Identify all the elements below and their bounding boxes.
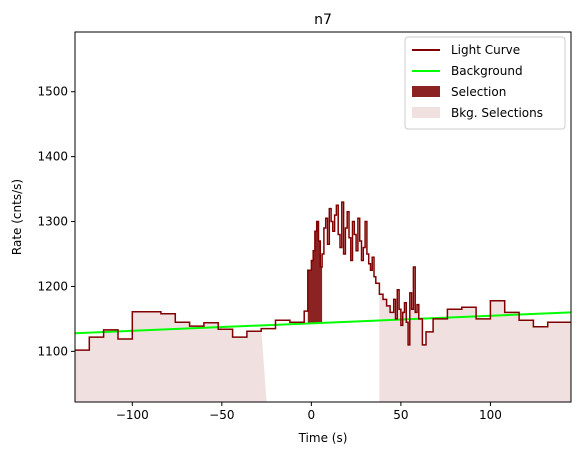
x-tick-label: 0 xyxy=(308,408,316,422)
x-tick-label: −50 xyxy=(209,408,234,422)
legend-label-1: Background xyxy=(451,64,523,78)
bkg-selection-region-0 xyxy=(75,311,267,402)
axes-frame xyxy=(74,31,572,403)
y-tick-label: 1200 xyxy=(37,279,68,293)
tick-group: −100 −50 0 50 100 1100 1200 1300 1400 1500 xyxy=(37,85,501,422)
x-tick-label: 100 xyxy=(479,408,502,422)
y-tick-label: 1400 xyxy=(37,150,68,164)
chart-title: n7 xyxy=(314,12,332,28)
y-tick-label: 1500 xyxy=(37,85,68,99)
x-axis-label: Time (s) xyxy=(298,431,348,445)
legend-label-2: Selection xyxy=(451,85,506,99)
y-axis-label: Rate (cnts/s) xyxy=(10,179,24,255)
legend-frame xyxy=(404,36,566,130)
bkg-selection-region-1 xyxy=(379,266,571,402)
legend: Light Curve Background Selection Bkg. Selec… xyxy=(404,36,566,130)
light-curve-line xyxy=(75,201,571,351)
legend-swatch-2 xyxy=(412,86,440,97)
legend-label-3: Bkg. Selections xyxy=(451,106,543,120)
x-tick-label: 50 xyxy=(393,408,408,422)
legend-label-0: Light Curve xyxy=(451,43,520,57)
x-tick-label: −100 xyxy=(116,408,149,422)
plot-area xyxy=(75,201,571,402)
y-tick-label: 1100 xyxy=(37,344,68,358)
legend-swatch-3 xyxy=(412,107,440,118)
y-tick-label: 1300 xyxy=(37,215,68,229)
background-line xyxy=(75,311,571,335)
source-selection-region xyxy=(307,221,323,324)
